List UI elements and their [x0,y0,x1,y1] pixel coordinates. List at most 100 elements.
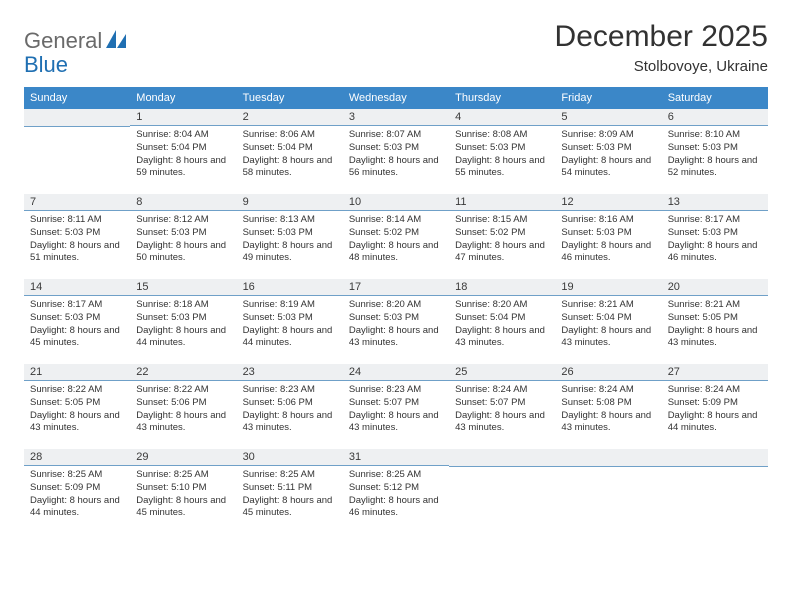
daylight-line: Daylight: 8 hours and 49 minutes. [243,240,337,266]
day-body: Sunrise: 8:23 AMSunset: 5:06 PMDaylight:… [237,381,343,441]
day-number: 16 [237,279,343,296]
day-body: Sunrise: 8:21 AMSunset: 5:05 PMDaylight:… [662,296,768,356]
sunrise-line: Sunrise: 8:25 AM [30,469,124,482]
logo: General [24,28,130,54]
calendar-day-cell: 28Sunrise: 8:25 AMSunset: 5:09 PMDayligh… [24,449,130,534]
calendar-day-cell: 30Sunrise: 8:25 AMSunset: 5:11 PMDayligh… [237,449,343,534]
day-body: Sunrise: 8:25 AMSunset: 5:10 PMDaylight:… [130,466,236,526]
sunset-line: Sunset: 5:02 PM [455,227,549,240]
daylight-line: Daylight: 8 hours and 43 minutes. [561,325,655,351]
day-number: 3 [343,109,449,126]
day-number [449,449,555,467]
calendar-day-cell [555,449,661,534]
day-number: 1 [130,109,236,126]
day-body: Sunrise: 8:22 AMSunset: 5:05 PMDaylight:… [24,381,130,441]
sunrise-line: Sunrise: 8:21 AM [668,299,762,312]
location-label: Stolbovoye, Ukraine [555,58,768,75]
daylight-line: Daylight: 8 hours and 55 minutes. [455,155,549,181]
calendar-day-cell: 25Sunrise: 8:24 AMSunset: 5:07 PMDayligh… [449,364,555,449]
day-body: Sunrise: 8:09 AMSunset: 5:03 PMDaylight:… [555,126,661,186]
calendar-day-cell: 14 Sunrise: 8:17 AMSunset: 5:03 PMDayligh… [24,279,130,364]
day-body: Sunrise: 8:13 AMSunset: 5:03 PMDaylight:… [237,211,343,271]
daylight-line: Daylight: 8 hours and 51 minutes. [30,240,124,266]
sunset-line: Sunset: 5:03 PM [243,227,337,240]
sunrise-line: Sunrise: 8:17 AM [30,299,124,312]
sunset-line: Sunset: 5:09 PM [30,482,124,495]
day-body: Sunrise: 8:07 AMSunset: 5:03 PMDaylight:… [343,126,449,186]
daylight-line: Daylight: 8 hours and 59 minutes. [136,155,230,181]
daylight-line: Daylight: 8 hours and 43 minutes. [30,410,124,436]
calendar-week-row: 28 Sunrise: 8:25 AMSunset: 5:09 PM Dayligh… [24,449,768,534]
calendar-day-cell: 4Sunrise: 8:08 AMSunset: 5:03 PMDaylight… [449,109,555,194]
daylight-line: Daylight: 8 hours and 45 minutes. [30,325,124,351]
calendar-day-cell: 17Sunrise: 8:20 AMSunset: 5:03 PMDayligh… [343,279,449,364]
sunset-line: Sunset: 5:07 PM [349,397,443,410]
day-body [662,467,768,476]
calendar-day-cell: 19Sunrise: 8:21 AMSunset: 5:04 PMDayligh… [555,279,661,364]
day-number: 9 [237,194,343,211]
day-body: Sunrise: 8:24 AMSunset: 5:09 PMDaylight:… [662,381,768,441]
daylight-line: Daylight: 8 hours and 43 minutes. [136,410,230,436]
daylight-line: Daylight: 8 hours and 45 minutes. [243,495,337,521]
calendar-day-cell: 22Sunrise: 8:22 AMSunset: 5:06 PMDayligh… [130,364,236,449]
sunrise-line: Sunrise: 8:23 AM [243,384,337,397]
sunrise-line: Sunrise: 8:11 AM [30,214,124,227]
day-number: 4 [449,109,555,126]
weekday-header: Monday [130,87,236,109]
daylight-line: Daylight: 8 hours and 44 minutes. [136,325,230,351]
calendar-day-cell: 5Sunrise: 8:09 AMSunset: 5:03 PMDaylight… [555,109,661,194]
daylight-line: Daylight: 8 hours and 47 minutes. [455,240,549,266]
logo-text-general: General [24,28,102,54]
day-body: Sunrise: 8:10 AMSunset: 5:03 PMDaylight:… [662,126,768,186]
calendar-day-cell: 11Sunrise: 8:15 AMSunset: 5:02 PMDayligh… [449,194,555,279]
sunset-line: Sunset: 5:03 PM [349,142,443,155]
sunrise-line: Sunrise: 8:04 AM [136,129,230,142]
calendar-table: Sunday Monday Tuesday Wednesday Thursday… [24,87,768,534]
day-number [555,449,661,467]
sunrise-line: Sunrise: 8:23 AM [349,384,443,397]
weekday-header: Wednesday [343,87,449,109]
sunrise-line: Sunrise: 8:07 AM [349,129,443,142]
day-body: Sunrise: 8:11 AMSunset: 5:03 PMDaylight:… [24,211,130,271]
sunset-line: Sunset: 5:06 PM [243,397,337,410]
daylight-line: Daylight: 8 hours and 43 minutes. [243,410,337,436]
day-body: Sunrise: 8:06 AMSunset: 5:04 PMDaylight:… [237,126,343,186]
day-body: Sunrise: 8:17 AMSunset: 5:03 PMDaylight:… [662,211,768,271]
day-number: 27 [662,364,768,381]
calendar-day-cell: 23Sunrise: 8:23 AMSunset: 5:06 PMDayligh… [237,364,343,449]
day-number [662,449,768,467]
day-number: 6 [662,109,768,126]
logo-sail-icon [106,30,128,53]
calendar-day-cell: 9Sunrise: 8:13 AMSunset: 5:03 PMDaylight… [237,194,343,279]
sunrise-line: Sunrise: 8:08 AM [455,129,549,142]
title-block: December 2025 Stolbovoye, Ukraine [555,20,768,75]
day-body: Sunrise: 8:22 AMSunset: 5:06 PMDaylight:… [130,381,236,441]
sunset-line: Sunset: 5:03 PM [30,312,124,325]
daylight-line: Daylight: 8 hours and 43 minutes. [455,410,549,436]
sunset-line: Sunset: 5:02 PM [349,227,443,240]
day-number: 19 [555,279,661,296]
daylight-line: Daylight: 8 hours and 46 minutes. [349,495,443,521]
sunset-line: Sunset: 5:08 PM [561,397,655,410]
day-number: 14 [24,279,130,296]
daylight-line: Daylight: 8 hours and 46 minutes. [668,240,762,266]
page-header: General December 2025 Stolbovoye, Ukrain… [24,20,768,75]
daylight-line: Daylight: 8 hours and 48 minutes. [349,240,443,266]
sunset-line: Sunset: 5:06 PM [136,397,230,410]
calendar-day-cell [449,449,555,534]
calendar-day-cell [24,109,130,194]
day-number: 26 [555,364,661,381]
day-number: 28 [24,449,130,466]
day-number [24,109,130,127]
day-body: Sunrise: 8:25 AMSunset: 5:11 PMDaylight:… [237,466,343,526]
sunset-line: Sunset: 5:09 PM [668,397,762,410]
calendar-day-cell: 1Sunrise: 8:04 AMSunset: 5:04 PMDaylight… [130,109,236,194]
daylight-line: Daylight: 8 hours and 43 minutes. [668,325,762,351]
sunrise-line: Sunrise: 8:17 AM [668,214,762,227]
weekday-header: Sunday [24,87,130,109]
day-body: Sunrise: 8:15 AMSunset: 5:02 PMDaylight:… [449,211,555,271]
calendar-day-cell: 15Sunrise: 8:18 AMSunset: 5:03 PMDayligh… [130,279,236,364]
calendar-week-row: 14Sunrise: 8:17 AMSunset: 5:03 PMDayligh… [24,279,768,364]
day-body: Sunrise: 8:23 AMSunset: 5:07 PMDaylight:… [343,381,449,441]
day-body: Sunrise: 8:24 AMSunset: 5:07 PMDaylight:… [449,381,555,441]
